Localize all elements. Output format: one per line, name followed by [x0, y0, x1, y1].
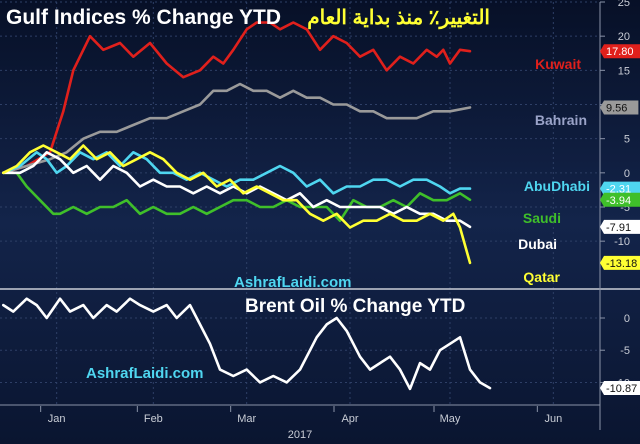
- badge-value: -7.91: [606, 222, 631, 234]
- badge-value: 9.56: [606, 103, 627, 115]
- end-value-badge-dubai: -7.91: [600, 219, 640, 234]
- series-line-bahrain: [1, 82, 472, 175]
- legend-bahrain: Bahrain: [535, 112, 587, 128]
- series-line-qatar: [1, 144, 472, 265]
- badge-value: -10.87: [606, 383, 637, 395]
- series-line-abudhabi: [1, 151, 472, 195]
- x-year-label: 2017: [288, 429, 312, 441]
- badge-value: -2.31: [606, 184, 631, 196]
- end-value-badge-qatar: -13.18: [600, 255, 640, 270]
- end-value-badge-saudi: -3.94: [600, 192, 640, 207]
- end-value-badge-abudhabi: -2.31: [600, 181, 640, 196]
- x-tick-label: Jan: [48, 413, 66, 425]
- legend-dubai: Dubai: [518, 236, 557, 252]
- badge-box: [600, 255, 640, 270]
- y-tick-label: 25: [618, 0, 630, 9]
- badge-value: -13.18: [606, 258, 637, 270]
- x-tick-label: May: [440, 413, 461, 425]
- y-tick-label: -5: [620, 345, 630, 357]
- end-value-badge-bahrain: 9.56: [600, 100, 639, 115]
- watermark-top: AshrafLaidi.com: [234, 274, 352, 291]
- series-line-saudi: [1, 171, 472, 222]
- badge-box: [600, 192, 640, 207]
- legend-kuwait: Kuwait: [535, 56, 581, 72]
- legend-saudi: Saudi: [523, 210, 561, 226]
- badge-box: [600, 381, 640, 396]
- badge-box: [600, 219, 640, 234]
- x-tick-label: Jun: [544, 413, 562, 425]
- badge-box: [600, 181, 640, 196]
- badge-box: [600, 44, 640, 59]
- chart-title: Gulf Indices % Change YTD: [6, 6, 281, 29]
- end-value-badges: 17.80 9.56 -2.31-3.94 -7.91 -13.18 -10.87: [600, 44, 640, 396]
- legend-abudhabi: AbuDhabi: [524, 178, 590, 194]
- badge-value: -3.94: [606, 195, 631, 207]
- y-tick-label: -10: [614, 236, 630, 248]
- end-value-badge-kuwait: 17.80: [600, 44, 640, 59]
- y-tick-label: 5: [624, 134, 630, 146]
- series-line-kuwait: [1, 21, 472, 175]
- axis-layer: JanFebMarAprMayJun2520151050-5-100-5-10: [0, 0, 630, 430]
- y-tick-label: 0: [624, 313, 630, 325]
- watermark-bottom: AshrafLaidi.com: [86, 365, 204, 382]
- badge-box: [600, 100, 639, 115]
- legend-qatar: Qatar: [523, 269, 560, 285]
- chart-title-arabic: التغيير٪ منذ بداية العام: [307, 7, 490, 30]
- y-tick-label: 0: [624, 168, 630, 180]
- y-tick-label: -5: [620, 202, 630, 214]
- series-layer: [1, 21, 492, 391]
- x-tick-label: Apr: [341, 413, 358, 425]
- x-tick-label: Mar: [237, 413, 256, 425]
- end-value-badge-brent: -10.87: [600, 381, 640, 396]
- y-tick-label: 15: [618, 65, 630, 77]
- y-tick-label: 20: [618, 31, 630, 43]
- x-tick-label: Feb: [144, 413, 163, 425]
- badge-value: 17.80: [606, 46, 634, 58]
- brent-title: Brent Oil % Change YTD: [245, 296, 465, 317]
- series-line-brent: [1, 297, 492, 391]
